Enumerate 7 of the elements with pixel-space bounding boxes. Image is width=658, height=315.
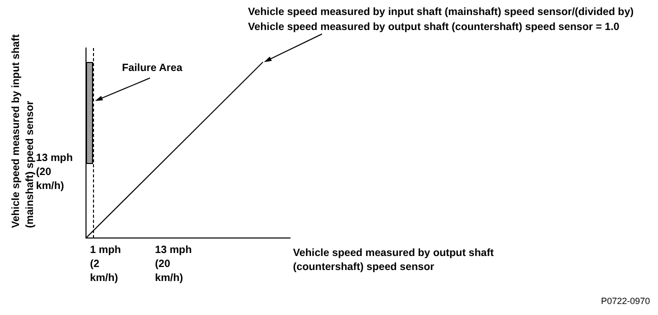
text: Vehicle speed measured by output shaft (countershaft) speed sensor xyxy=(293,247,494,273)
text: 1 mph (2 km/h) xyxy=(90,244,121,284)
text: 13 mph (20 km/h) xyxy=(36,152,73,192)
text: P0722-0970 xyxy=(600,296,650,306)
text: 13 mph (20 km/h) xyxy=(155,244,192,284)
text: Vehicle speed measured by input shaft (mainshaft) speed sensor/(divided by) Vehicle speed measured by output shaft (countershaft) speed sensor = 1.0 xyxy=(248,6,634,33)
text: Failure Area xyxy=(122,62,182,74)
